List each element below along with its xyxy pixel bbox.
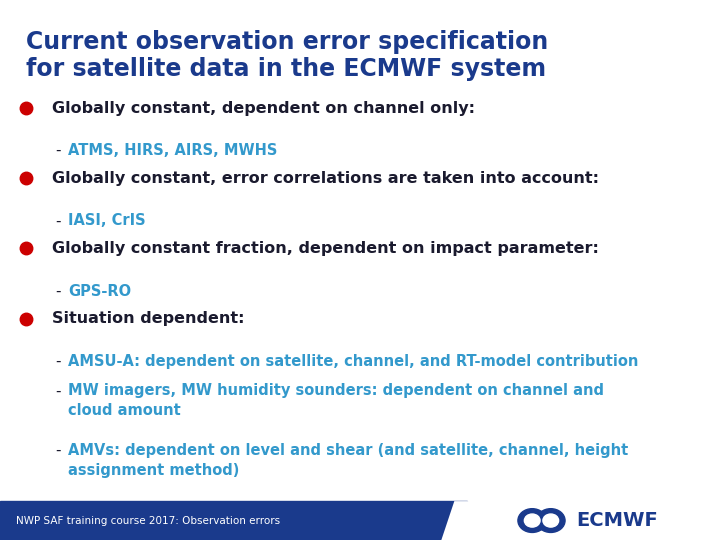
Text: Globally constant fraction, dependent on impact parameter:: Globally constant fraction, dependent on… — [52, 241, 599, 256]
Text: AMSU-A: dependent on satellite, channel, and RT-model contribution: AMSU-A: dependent on satellite, channel,… — [68, 354, 639, 369]
Bar — [0, 501, 467, 540]
Circle shape — [518, 509, 546, 532]
Text: -: - — [55, 354, 60, 369]
Text: -: - — [55, 213, 60, 228]
Polygon shape — [441, 501, 493, 540]
Circle shape — [536, 509, 565, 532]
Text: NWP SAF training course 2017: Observation errors: NWP SAF training course 2017: Observatio… — [17, 516, 280, 525]
Text: Current observation error specification: Current observation error specification — [26, 30, 548, 53]
Text: -: - — [55, 284, 60, 299]
Text: ECMWF: ECMWF — [577, 511, 659, 530]
Text: -: - — [55, 383, 60, 399]
Circle shape — [543, 514, 559, 527]
Text: Globally constant, error correlations are taken into account:: Globally constant, error correlations ar… — [52, 171, 599, 186]
Text: -: - — [55, 143, 60, 158]
Text: Situation dependent:: Situation dependent: — [52, 311, 244, 326]
Text: AMVs: dependent on level and shear (and satellite, channel, height
assignment me: AMVs: dependent on level and shear (and … — [68, 443, 629, 477]
Text: IASI, CrIS: IASI, CrIS — [68, 213, 145, 228]
Text: for satellite data in the ECMWF system: for satellite data in the ECMWF system — [26, 57, 546, 80]
Text: ATMS, HIRS, AIRS, MWHS: ATMS, HIRS, AIRS, MWHS — [68, 143, 277, 158]
Text: -: - — [55, 443, 60, 458]
Text: GPS-RO: GPS-RO — [68, 284, 131, 299]
Circle shape — [524, 514, 540, 527]
Text: MW imagers, MW humidity sounders: dependent on channel and
cloud amount: MW imagers, MW humidity sounders: depend… — [68, 383, 604, 418]
Text: Globally constant, dependent on channel only:: Globally constant, dependent on channel … — [52, 100, 475, 116]
